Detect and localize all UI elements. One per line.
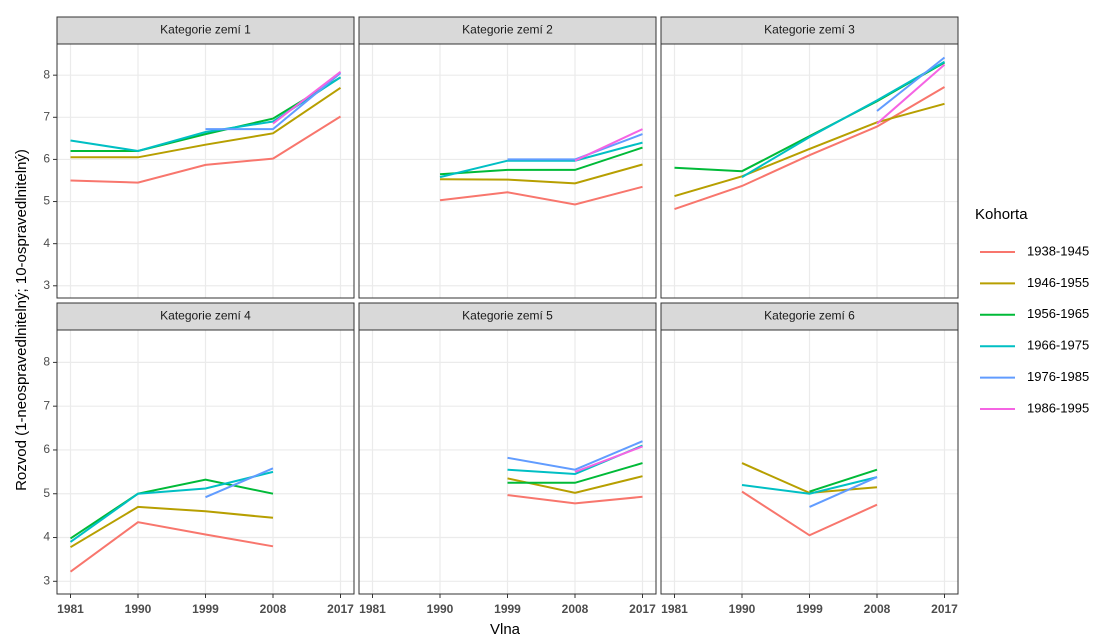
series-line — [674, 102, 945, 198]
strip-label: Kategorie zemí 4 — [160, 309, 251, 323]
y-tick-label: 5 — [43, 486, 50, 500]
series-line — [741, 60, 945, 178]
series-line — [439, 141, 643, 179]
x-tick-label: 2017 — [629, 602, 656, 616]
series-line — [674, 86, 946, 211]
series-line — [507, 440, 643, 471]
legend-label: 1966-1975 — [1027, 338, 1089, 353]
strip — [358, 16, 657, 45]
y-tick-label: 3 — [43, 278, 50, 292]
series-line — [205, 72, 342, 131]
legend-title: Kohorta — [975, 206, 1028, 223]
legend-label: 1938-1945 — [1027, 243, 1089, 258]
x-axis-title: Vlna — [490, 621, 521, 638]
panel-border — [56, 43, 355, 299]
series-line — [69, 478, 274, 540]
series-line — [574, 445, 643, 473]
x-tick-label: 2017 — [327, 602, 354, 616]
x-tick-label: 1999 — [796, 602, 823, 616]
y-tick-label: 7 — [43, 109, 50, 123]
x-tick-label: 1990 — [729, 602, 756, 616]
x-tick-label: 1981 — [359, 602, 386, 616]
series-line — [507, 494, 643, 505]
strip — [56, 302, 355, 331]
y-tick-label: 4 — [43, 530, 50, 544]
strip — [660, 302, 959, 331]
series-line — [809, 476, 878, 508]
y-tick-label: 8 — [43, 67, 50, 81]
y-tick-label: 7 — [43, 398, 50, 412]
series-line — [439, 185, 643, 206]
series-line — [205, 467, 274, 499]
series-line — [507, 462, 643, 484]
y-axis-title: Rozvod (1-neospravedlnitelný; 10-osprave… — [13, 149, 30, 491]
x-tick-label: 1990 — [427, 602, 454, 616]
panel-border — [358, 43, 657, 299]
series-line — [741, 476, 878, 495]
series-line — [507, 133, 643, 161]
series-line — [876, 63, 946, 125]
y-tick-label: 5 — [43, 194, 50, 208]
x-tick-label: 2008 — [562, 602, 589, 616]
y-tick-label: 4 — [43, 236, 50, 250]
strip — [56, 16, 355, 45]
x-tick-label: 1999 — [192, 602, 219, 616]
panel-border — [56, 329, 355, 595]
legend-label: 1976-1985 — [1027, 369, 1089, 384]
series-line — [69, 521, 274, 573]
legend-label: 1956-1965 — [1027, 306, 1089, 321]
x-tick-label: 1990 — [125, 602, 152, 616]
x-tick-label: 1981 — [57, 602, 84, 616]
series-line — [439, 146, 643, 176]
legend-label: 1946-1955 — [1027, 275, 1089, 290]
x-tick-label: 1981 — [661, 602, 688, 616]
strip-label: Kategorie zemí 5 — [462, 309, 553, 323]
strip — [660, 16, 959, 45]
y-tick-label: 6 — [43, 152, 50, 166]
strip-label: Kategorie zemí 3 — [764, 23, 855, 37]
y-tick-label: 8 — [43, 355, 50, 369]
series-line — [741, 490, 878, 537]
panel-border — [660, 43, 959, 299]
series-line — [69, 505, 274, 549]
strip-label: Kategorie zemí 6 — [764, 309, 855, 323]
x-tick-label: 2008 — [260, 602, 287, 616]
series-line — [272, 71, 342, 125]
x-tick-label: 2017 — [931, 602, 958, 616]
series-line — [809, 468, 878, 493]
strip-label: Kategorie zemí 1 — [160, 23, 251, 37]
series-line — [70, 86, 342, 159]
y-tick-label: 6 — [43, 442, 50, 456]
y-tick-label: 3 — [43, 573, 50, 587]
series-line — [574, 128, 643, 162]
legend-label: 1986-1995 — [1027, 400, 1089, 415]
x-tick-label: 1999 — [494, 602, 521, 616]
series-line — [70, 76, 342, 152]
strip-label: Kategorie zemí 2 — [462, 23, 553, 37]
series-line — [70, 115, 342, 184]
series-line — [439, 163, 643, 185]
series-line — [69, 470, 274, 543]
strip — [358, 302, 657, 331]
series-line — [876, 56, 946, 112]
panel-border — [660, 329, 959, 595]
panel-border — [358, 329, 657, 595]
x-tick-label: 2008 — [864, 602, 891, 616]
